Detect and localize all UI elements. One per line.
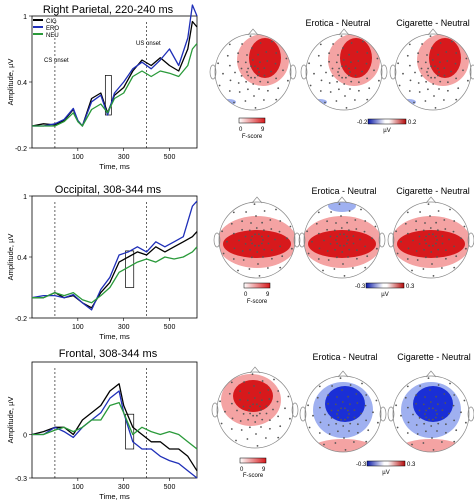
panel-title-right-parietal: Right Parietal, 220-240 ms: [43, 4, 174, 16]
svg-text:µV: µV: [383, 128, 390, 134]
legend-label-cig: CIG: [46, 19, 57, 25]
topomap-8: [387, 370, 474, 453]
x-tick-label: 300: [118, 154, 130, 161]
x-tick-label: 500: [164, 324, 176, 331]
y-tick-label: 1: [23, 14, 27, 21]
cs-onset-label: CS onset: [44, 58, 69, 64]
y-axis-label: Amplitude, µV: [6, 234, 15, 281]
y-tick-label: -0.2: [15, 146, 27, 153]
topomap-0: [209, 28, 297, 111]
series-line-neu: [32, 43, 198, 127]
panel-title-occipital: Occipital, 308-344 ms: [55, 184, 162, 196]
svg-text:-0.2: -0.2: [357, 120, 368, 126]
us-onset-label: US onset: [136, 41, 161, 47]
topomaps: [209, 28, 474, 453]
svg-text:F-score: F-score: [242, 134, 263, 140]
topomap-2: [389, 28, 474, 111]
fscore-colorbar-r3: 0 9 F-score: [239, 457, 267, 479]
svg-text:-0.3: -0.3: [356, 462, 367, 468]
plot-frame: [31, 195, 198, 319]
x-tick-label: 100: [72, 484, 84, 491]
y-tick-label: -0.3: [15, 476, 27, 483]
series-line-neu: [32, 246, 198, 304]
topomap-5: [387, 196, 474, 279]
y-axis-label: Amplitude, µV: [6, 397, 15, 444]
uv-colorbar-r3: -0.3 0.3 µV: [356, 460, 416, 476]
y-tick-label: 0: [23, 433, 27, 440]
series-line-ero: [32, 4, 198, 127]
erp-panel-occipital: -0.2 0.4 1 100 300 500 Time, ms Amplitude, µV: [6, 194, 198, 341]
y-tick-label: -0.2: [15, 316, 27, 323]
legend-label-ero: ERO: [46, 26, 59, 32]
y-axis-label: Amplitude, µV: [6, 59, 15, 106]
x-tick-label: 300: [118, 484, 130, 491]
analysis-window: [125, 413, 135, 450]
x-tick-label: 300: [118, 324, 130, 331]
topomap-7: [299, 370, 387, 453]
series-line-cig: [31, 383, 198, 472]
topo-title-r2-ero: Erotica - Neutral: [311, 186, 376, 196]
svg-text:9: 9: [261, 127, 265, 133]
analysis-window: [104, 75, 112, 116]
x-tick-label: 100: [72, 154, 84, 161]
topomap-4: [298, 196, 386, 279]
topo-title-r3-ero: Erotica - Neutral: [312, 352, 377, 362]
uv-colorbar-r1: -0.2 0.2 µV: [357, 118, 417, 134]
legend-label-neu: NEU: [46, 33, 59, 39]
y-tick-label: 1: [23, 194, 27, 201]
plot-frame: [31, 361, 198, 479]
x-tick-label: 500: [164, 154, 176, 161]
svg-text:0.3: 0.3: [407, 462, 416, 468]
svg-text:9: 9: [266, 292, 270, 298]
topo-title-r1-cig: Cigarette - Neutral: [396, 18, 470, 28]
svg-text:0: 0: [239, 127, 243, 133]
topomap-1: [300, 28, 388, 111]
svg-text:µV: µV: [381, 292, 388, 298]
series-line-ero: [31, 200, 198, 311]
svg-text:0: 0: [244, 292, 248, 298]
fscore-colorbar-r1: 0 9 F-score: [238, 117, 266, 140]
topo-title-r3-cig: Cigarette - Neutral: [397, 352, 471, 362]
x-axis-label: Time, ms: [99, 162, 130, 171]
uv-colorbar-r2: -0.3 0.3 µV: [355, 282, 415, 298]
svg-text:-0.3: -0.3: [355, 284, 366, 290]
panel-title-frontal: Frontal, 308-344 ms: [59, 348, 158, 360]
series-line-cig: [31, 20, 198, 127]
topomap-3: [213, 196, 301, 279]
erp-panel-right-parietal: -0.2 0.4 1 100 300 500 Time, ms Amplitude, µV: [6, 4, 198, 171]
x-tick-label: 500: [164, 484, 176, 491]
fscore-colorbar-r2: 0 9 F-score: [243, 282, 271, 305]
x-axis-label: Time, ms: [99, 332, 130, 341]
legend: CIG ERO NEU: [33, 19, 59, 39]
topo-title-r1-ero: Erotica - Neutral: [305, 18, 370, 28]
topomap-6: [211, 366, 299, 449]
series-line-neu: [32, 401, 198, 450]
topo-title-r2-cig: Cigarette - Neutral: [396, 186, 470, 196]
series-line-ero: [32, 390, 198, 479]
svg-text:0: 0: [240, 467, 244, 473]
svg-text:F-score: F-score: [247, 299, 268, 305]
svg-text:F-score: F-score: [243, 473, 264, 479]
svg-text:0.2: 0.2: [408, 120, 417, 126]
y-tick-label: 0.4: [17, 255, 27, 262]
y-tick-label: 0.4: [17, 80, 27, 87]
x-tick-label: 100: [72, 324, 84, 331]
erp-panel-frontal: 0 -0.3 100 300 500 Time, ms Amplitude, µV: [6, 361, 198, 501]
svg-text:µV: µV: [382, 470, 389, 476]
svg-text:0.3: 0.3: [406, 284, 415, 290]
svg-text:9: 9: [262, 467, 266, 473]
x-axis-label: Time, ms: [99, 492, 130, 501]
